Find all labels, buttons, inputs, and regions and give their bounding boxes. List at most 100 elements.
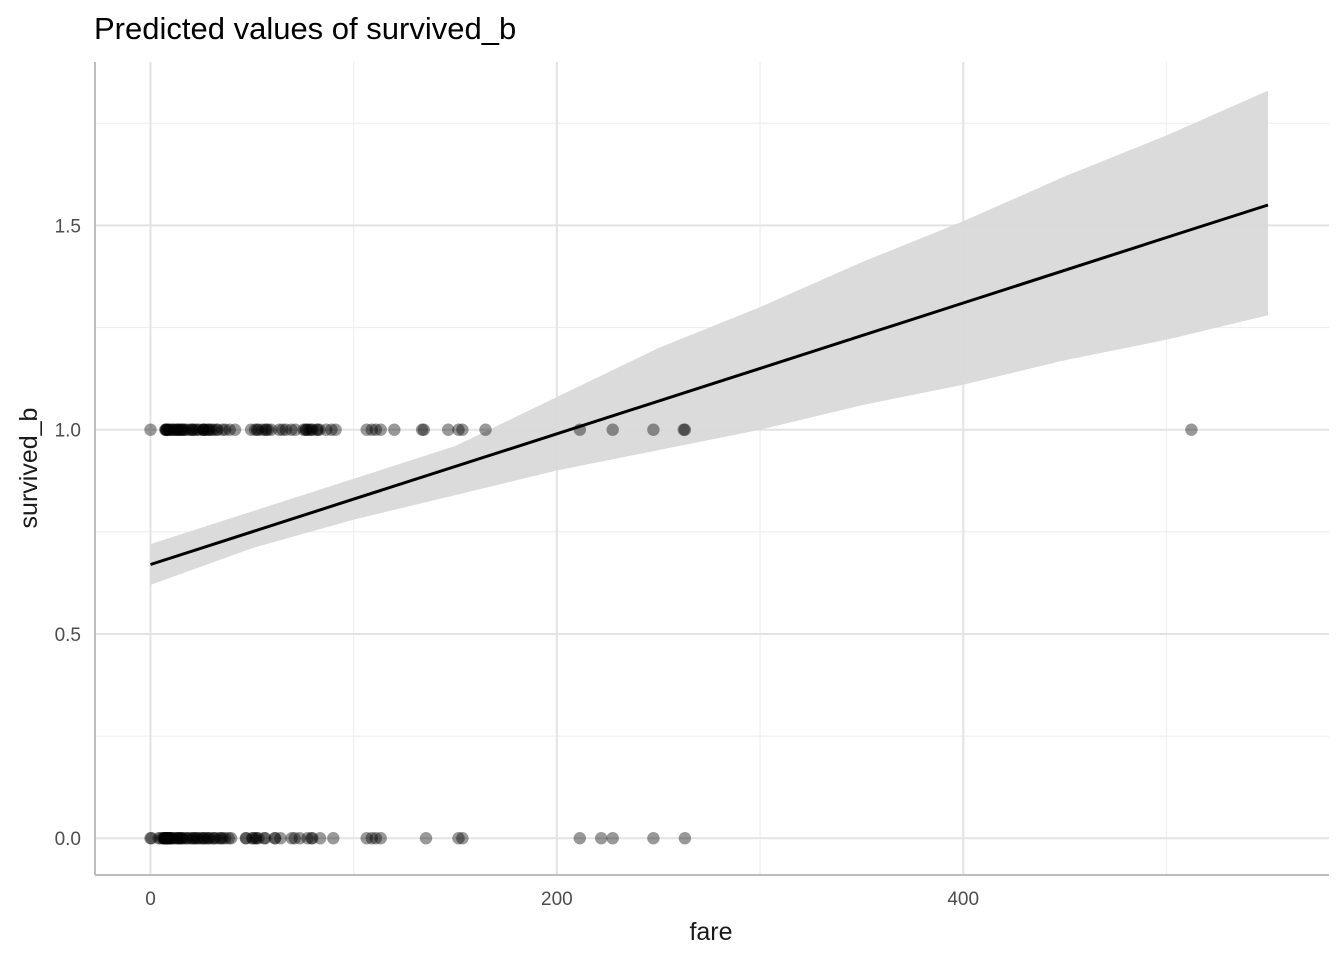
data-point-survived-1 [456,423,469,436]
data-point-survived-1 [163,423,176,436]
data-point-survived-1 [196,423,210,436]
data-point-survived-1 [223,423,236,436]
data-point-survived-1 [647,423,660,436]
data-point-survived-1 [250,423,264,436]
data-point-survived-1 [261,423,275,436]
data-point-survived-0 [288,832,301,845]
data-point-survived-0 [573,832,586,845]
tick-labels: 0 200 400 0.0 0.5 1.0 1.5 [55,216,979,910]
data-point-survived-0 [180,832,193,845]
data-point-survived-0 [207,832,221,845]
data-point-survived-0 [222,832,235,845]
data-point-survived-0 [156,832,170,845]
y-tick-label: 1.5 [55,216,81,237]
data-point-survived-0 [173,832,187,845]
data-point-survived-1 [159,423,173,436]
data-point-survived-0 [185,832,199,845]
data-point-survived-0 [196,832,209,845]
data-point-survived-1 [189,423,202,436]
data-point-survived-0 [268,832,281,845]
data-point-survived-1 [259,423,272,436]
data-point-survived-0 [165,832,178,845]
data-point-survived-0 [198,832,211,845]
y-axis-title: survived_b [15,408,43,529]
data-point-survived-0 [197,832,210,845]
data-point-survived-0 [162,832,175,845]
data-point-survived-1 [207,423,220,436]
x-tick-label: 200 [541,889,573,910]
data-point-survived-1 [311,423,324,436]
data-point-survived-1 [185,423,198,436]
data-point-survived-1 [329,423,342,436]
data-point-survived-0 [167,832,180,845]
data-point-survived-0 [193,832,206,845]
data-point-survived-0 [161,832,174,845]
data-point-survived-0 [169,832,182,845]
data-point-survived-1 [677,423,690,436]
x-tick-label: 400 [947,889,979,910]
data-point-survived-1 [606,423,619,436]
data-point-survived-0 [249,832,263,845]
data-point-survived-0 [327,832,340,845]
data-point-survived-1 [160,423,173,436]
data-point-survived-0 [360,832,373,845]
confidence-band-layer [150,90,1268,585]
data-point-survived-0 [159,832,173,845]
data-point-survived-0 [306,832,319,845]
data-point-survived-0 [313,832,327,845]
y-tick-label: 0.0 [55,829,81,850]
data-point-survived-1 [160,423,174,436]
data-point-survived-0 [158,832,172,845]
data-point-survived-0 [183,832,196,845]
data-point-survived-0 [452,832,465,845]
data-point-survived-0 [187,832,200,845]
data-point-survived-1 [369,423,382,436]
data-point-survived-1 [210,423,223,436]
data-point-survived-0 [214,832,228,845]
data-point-survived-1 [161,423,174,436]
data-point-survived-0 [419,832,433,845]
data-point-survived-0 [158,832,171,845]
data-point-survived-0 [145,832,158,845]
data-point-survived-0 [165,832,178,845]
data-point-survived-1 [299,423,312,436]
data-point-survived-0 [219,832,232,845]
axes [94,62,1329,876]
data-point-survived-1 [176,423,190,436]
data-point-survived-0 [240,832,253,845]
data-point-survived-1 [179,423,192,436]
data-point-survived-1 [306,423,319,436]
data-point-survived-1 [170,423,184,436]
chart-title: Predicted values of survived_b [94,11,516,46]
data-point-survived-1 [197,423,211,436]
data-point-survived-0 [164,832,177,845]
data-point-survived-1 [205,423,218,436]
data-point-survived-0 [172,832,186,845]
data-point-survived-1 [303,423,316,436]
data-point-survived-0 [163,832,176,845]
data-point-survived-1 [171,423,184,436]
data-point-survived-1 [279,423,292,436]
data-point-survived-1 [197,423,210,436]
x-tick-label: 0 [145,889,156,910]
data-point-survived-0 [216,832,229,845]
data-point-survived-1 [159,423,172,436]
confidence-band [150,90,1268,585]
data-point-survived-1 [191,423,204,436]
data-point-survived-0 [365,832,378,845]
data-point-survived-1 [289,423,302,436]
data-point-survived-1 [300,423,313,436]
data-point-survived-0 [456,832,469,845]
data-point-survived-1 [178,423,191,436]
data-point-survived-0 [157,832,170,845]
data-point-survived-1 [228,423,242,436]
data-point-survived-0 [257,832,271,845]
data-point-survived-0 [246,832,260,845]
data-point-survived-1 [285,423,298,436]
x-axis-title: fare [689,918,732,946]
data-point-survived-0 [170,832,183,845]
data-point-survived-0 [269,832,282,845]
data-point-survived-1 [244,423,258,436]
data-point-survived-1 [166,423,180,436]
data-point-survived-1 [273,423,286,436]
